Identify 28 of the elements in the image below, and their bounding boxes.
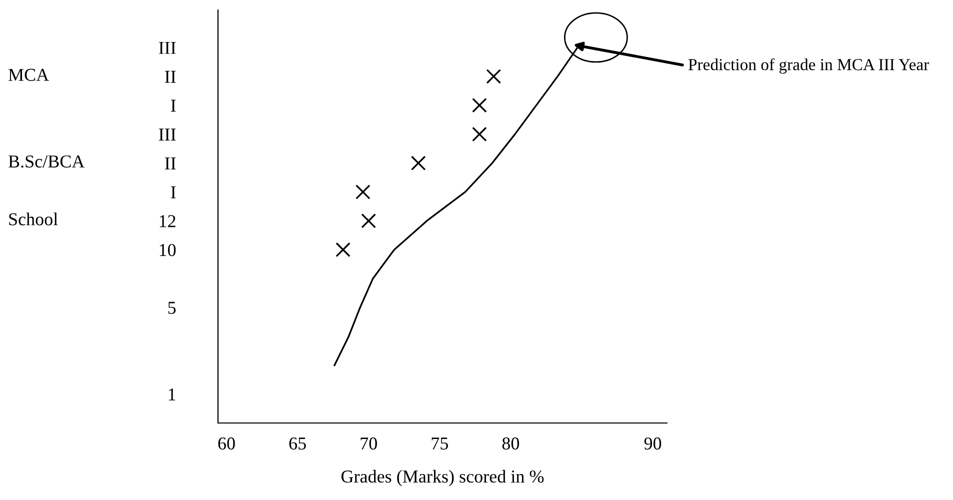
x-tick-label: 90: [644, 437, 662, 450]
y-tick-label: I: [170, 186, 176, 198]
y-tick-label: 5: [168, 302, 176, 314]
point: [356, 184, 370, 200]
y-tick-label: II: [164, 70, 176, 83]
point: [361, 213, 376, 228]
y-tick-label: 12: [160, 215, 176, 228]
y-tick-label: III: [158, 42, 176, 54]
point: [336, 242, 350, 258]
point: [472, 126, 487, 142]
x-tick-label: 75: [432, 438, 448, 450]
x-tick-label: 80: [502, 437, 520, 450]
y-tick-label: II: [164, 158, 176, 170]
text: B.Sc/BCA: [8, 155, 85, 168]
text: School: [9, 212, 58, 226]
point: [410, 156, 426, 170]
annotation: Prediction of grade in MCA III Year: [688, 58, 930, 74]
x-axis-title: Grades (Marks) scored in %: [341, 470, 544, 486]
y-tick-label: III: [158, 128, 176, 140]
point: [472, 98, 487, 113]
y-tick-label: I: [170, 100, 176, 112]
point: [486, 69, 502, 84]
y-tick-label: 1: [168, 388, 176, 400]
x-tick-label: 60: [218, 437, 235, 450]
text: MCA: [8, 68, 50, 81]
x-tick-label: 65: [289, 437, 306, 450]
x-tick-label: 70: [360, 437, 377, 450]
y-tick-label: 10: [160, 244, 176, 256]
